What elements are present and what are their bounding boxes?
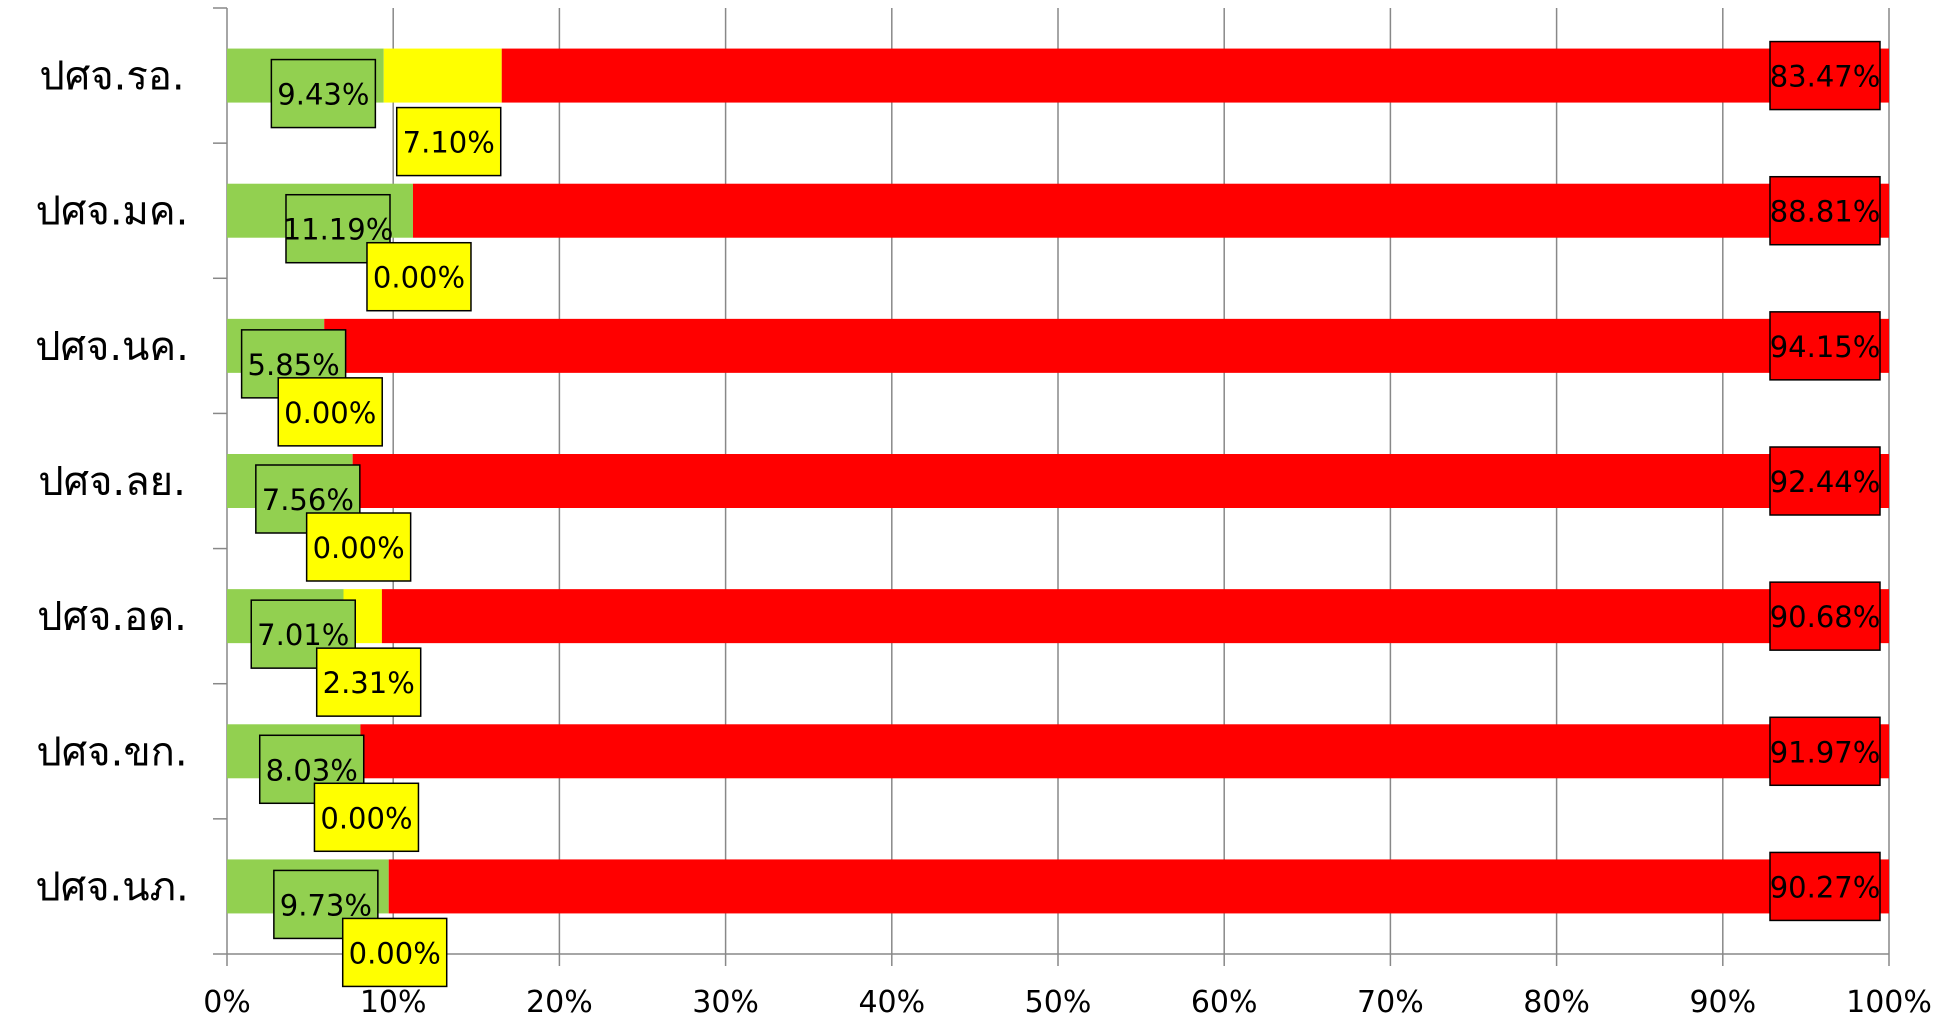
data-label-box	[1769, 446, 1881, 516]
bar-segment	[412, 183, 1890, 238]
data-label: 92.44%	[1770, 465, 1881, 499]
category-label: ปศจ.อด.	[37, 594, 187, 640]
x-tick-label: 40%	[858, 985, 925, 1020]
category-label: ปศจ.นภ.	[35, 864, 188, 910]
data-label: 0.00%	[320, 801, 412, 835]
bar-segment	[381, 589, 1889, 644]
bar-segment	[501, 48, 1889, 103]
data-label: 7.10%	[403, 126, 495, 160]
x-tick-label: 80%	[1523, 985, 1590, 1020]
data-label: 0.00%	[284, 396, 376, 430]
data-label: 2.31%	[323, 666, 415, 700]
data-label-box	[315, 647, 422, 717]
data-label-box	[1769, 40, 1881, 111]
data-label-box	[341, 917, 448, 988]
data-label-box	[1769, 581, 1881, 651]
data-label: 91.97%	[1770, 735, 1881, 769]
data-label: 0.00%	[373, 261, 465, 295]
category-label: ปศจ.มค.	[36, 189, 189, 235]
data-label-box	[277, 377, 383, 447]
data-label: 94.15%	[1770, 330, 1881, 364]
x-tick-label: 50%	[1025, 985, 1092, 1020]
data-label: 90.27%	[1770, 870, 1881, 904]
category-label: ปศจ.ลย.	[38, 459, 186, 505]
data-label: 9.73%	[280, 888, 372, 922]
bar-segment	[324, 318, 1889, 373]
data-label: 11.19%	[283, 213, 394, 247]
data-label: 7.56%	[262, 483, 354, 517]
data-label-box	[1769, 716, 1881, 787]
x-tick-label: 10%	[360, 985, 427, 1020]
data-label: 90.68%	[1770, 600, 1881, 634]
x-tick-label: 90%	[1689, 985, 1756, 1020]
bar-segment	[383, 48, 502, 103]
data-label: 8.03%	[266, 753, 358, 787]
data-label-box	[1769, 175, 1881, 246]
data-label: 0.00%	[349, 936, 441, 970]
data-label: 5.85%	[248, 348, 340, 382]
bar-segment	[352, 454, 1889, 508]
data-label-box	[1769, 851, 1881, 922]
x-tick-label: 30%	[692, 985, 759, 1020]
x-tick-label: 100%	[1846, 985, 1932, 1020]
data-label: 9.43%	[277, 78, 369, 112]
data-label-box	[395, 106, 502, 177]
data-label-box	[313, 782, 420, 853]
bar-segment	[388, 859, 1889, 914]
data-label: 0.00%	[313, 531, 405, 565]
category-label: ปศจ.นค.	[35, 324, 189, 370]
category-label: ปศจ.ขก.	[36, 729, 187, 775]
data-label: 7.01%	[257, 618, 349, 652]
data-label: 83.47%	[1770, 60, 1881, 94]
x-tick-label: 60%	[1191, 985, 1258, 1020]
x-tick-label: 70%	[1357, 985, 1424, 1020]
data-label-box	[270, 58, 377, 129]
data-label-box	[1769, 311, 1881, 381]
data-label-box	[305, 512, 412, 582]
data-label-box	[366, 241, 472, 312]
data-label: 88.81%	[1770, 195, 1881, 229]
bar-segment	[360, 724, 1889, 779]
x-tick-label: 0%	[203, 985, 251, 1020]
x-tick-label: 20%	[526, 985, 593, 1020]
category-label: ปศจ.รอ.	[39, 54, 184, 100]
